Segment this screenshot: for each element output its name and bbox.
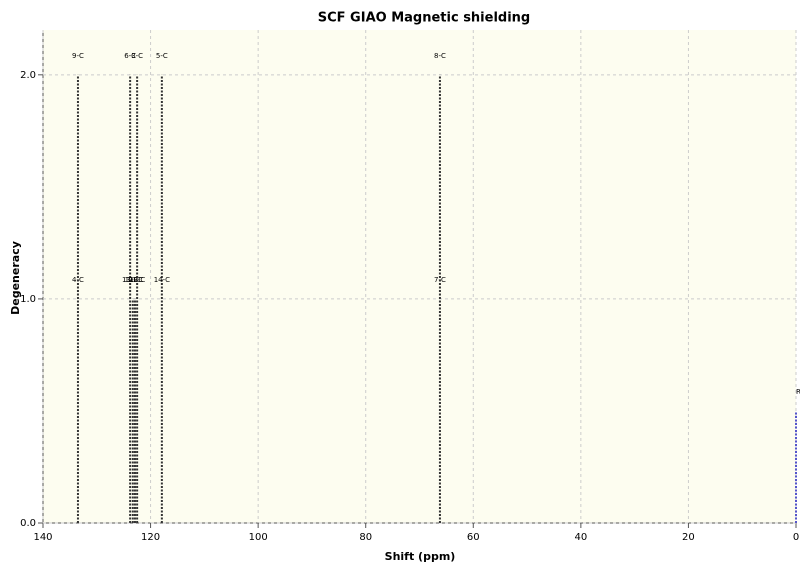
peak-label: 7-C — [434, 276, 446, 284]
peak-label: 4-C — [72, 276, 84, 284]
peak-label: 12-C — [129, 276, 145, 284]
peak-label: 14-C — [154, 276, 170, 284]
x-tick-label: 100 — [249, 532, 268, 543]
plot-area — [43, 30, 796, 523]
x-tick-label: 0 — [793, 532, 799, 543]
peak-label: 10-C — [127, 276, 143, 284]
peak-label: 13-C — [122, 276, 138, 284]
y-tick-label: 1.0 — [20, 294, 36, 305]
peak-label: Ref — [796, 388, 800, 396]
peak-label: 5-C — [156, 52, 168, 60]
x-axis-label: Shift (ppm) — [385, 550, 456, 563]
y-axis-label: Degeneracy — [9, 241, 22, 315]
x-tick-label: 60 — [467, 532, 480, 543]
peak-label: 9-C — [72, 52, 84, 60]
peak-label: 11-C — [125, 276, 141, 284]
x-tick-label: 80 — [359, 532, 372, 543]
peak-label: 8-C — [434, 52, 446, 60]
x-tick-label: 120 — [141, 532, 160, 543]
chart-title: SCF GIAO Magnetic shielding — [318, 11, 531, 26]
x-tick-label: 140 — [33, 532, 52, 543]
y-tick-label: 0.0 — [20, 518, 36, 529]
x-tick-label: 20 — [682, 532, 695, 543]
peak-label: 3-C — [131, 52, 143, 60]
peak-label: 6-C — [124, 52, 136, 60]
y-tick-label: 2.0 — [20, 70, 36, 81]
x-tick-label: 40 — [574, 532, 587, 543]
